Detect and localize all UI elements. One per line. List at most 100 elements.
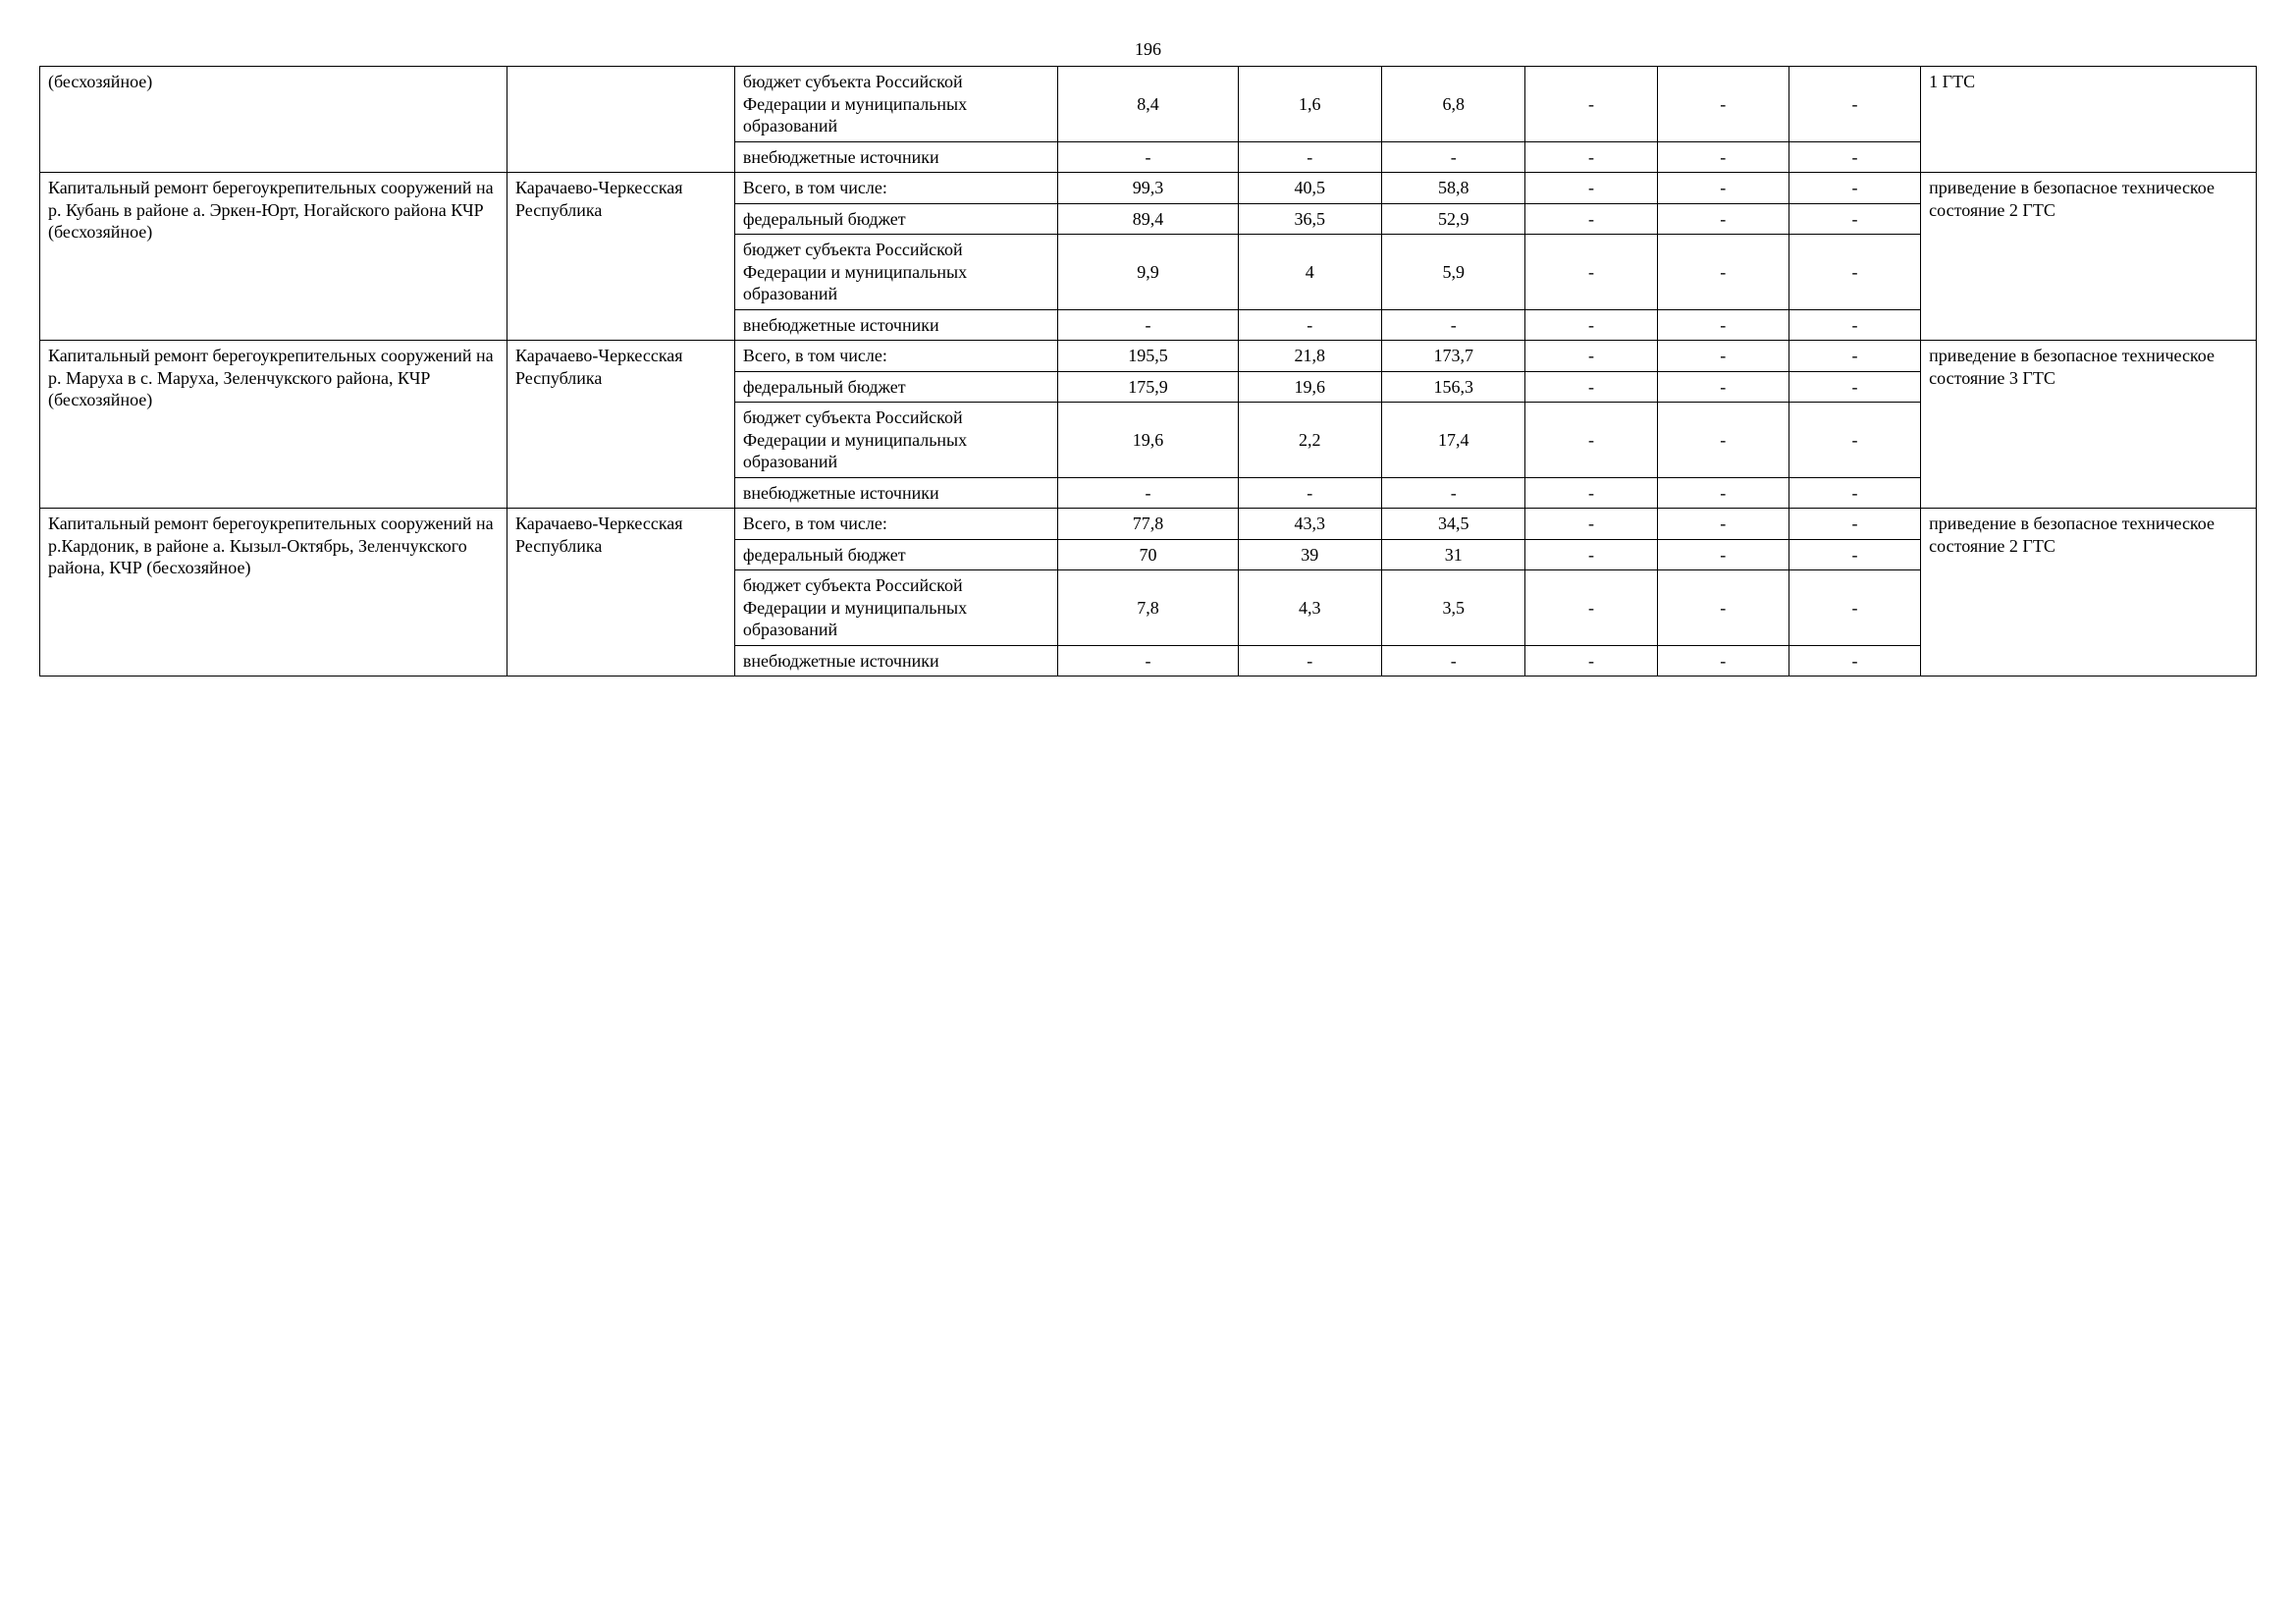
- cell-value: -: [1058, 309, 1238, 341]
- cell-value: -: [1381, 477, 1524, 509]
- cell-value: -: [1789, 477, 1920, 509]
- cell-value: 173,7: [1381, 341, 1524, 372]
- cell-value: -: [1789, 203, 1920, 235]
- cell-value: -: [1657, 539, 1789, 570]
- cell-value: 70: [1058, 539, 1238, 570]
- cell-region: Карачаево-Черкесская Республика: [507, 173, 735, 341]
- cell-value: -: [1789, 509, 1920, 540]
- cell-value: 21,8: [1238, 341, 1381, 372]
- cell-value: -: [1789, 173, 1920, 204]
- cell-source: внебюджетные источники: [734, 477, 1058, 509]
- table-row: Капитальный ремонт берегоукрепительных с…: [40, 509, 2257, 540]
- cell-value: -: [1657, 235, 1789, 310]
- cell-value: -: [1789, 141, 1920, 173]
- cell-value: -: [1789, 570, 1920, 646]
- cell-value: 9,9: [1058, 235, 1238, 310]
- cell-region: Карачаево-Черкесская Республика: [507, 509, 735, 677]
- cell-region: Карачаево-Черкесская Республика: [507, 341, 735, 509]
- cell-value: -: [1238, 477, 1381, 509]
- cell-value: -: [1657, 570, 1789, 646]
- cell-value: -: [1657, 403, 1789, 478]
- cell-value: -: [1525, 203, 1657, 235]
- cell-value: 31: [1381, 539, 1524, 570]
- cell-value: -: [1525, 403, 1657, 478]
- cell-value: 175,9: [1058, 371, 1238, 403]
- cell-value: 58,8: [1381, 173, 1524, 204]
- cell-value: 1,6: [1238, 67, 1381, 142]
- cell-result: 1 ГТС: [1921, 67, 2257, 173]
- cell-value: 52,9: [1381, 203, 1524, 235]
- cell-source: внебюджетные источники: [734, 645, 1058, 677]
- cell-source: бюджет субъекта Российской Федерации и м…: [734, 235, 1058, 310]
- cell-value: -: [1789, 67, 1920, 142]
- cell-result: приведение в безопасное техническое сост…: [1921, 509, 2257, 677]
- cell-result: приведение в безопасное техническое сост…: [1921, 341, 2257, 509]
- cell-value: -: [1789, 341, 1920, 372]
- budget-table: (бесхозяйное) бюджет субъекта Российской…: [39, 66, 2257, 677]
- cell-value: 40,5: [1238, 173, 1381, 204]
- cell-value: -: [1525, 235, 1657, 310]
- cell-value: 89,4: [1058, 203, 1238, 235]
- cell-value: 17,4: [1381, 403, 1524, 478]
- cell-value: -: [1789, 309, 1920, 341]
- cell-value: -: [1657, 371, 1789, 403]
- cell-source: Всего, в том числе:: [734, 173, 1058, 204]
- cell-description: Капитальный ремонт берегоукрепительных с…: [40, 341, 507, 509]
- cell-value: -: [1525, 539, 1657, 570]
- cell-description: Капитальный ремонт берегоукрепительных с…: [40, 509, 507, 677]
- cell-value: -: [1657, 141, 1789, 173]
- cell-value: -: [1525, 477, 1657, 509]
- cell-value: -: [1525, 570, 1657, 646]
- cell-value: -: [1525, 173, 1657, 204]
- cell-value: 195,5: [1058, 341, 1238, 372]
- cell-value: -: [1525, 141, 1657, 173]
- cell-value: 36,5: [1238, 203, 1381, 235]
- cell-region: [507, 67, 735, 173]
- cell-description: (бесхозяйное): [40, 67, 507, 173]
- cell-value: -: [1525, 371, 1657, 403]
- cell-value: -: [1657, 309, 1789, 341]
- cell-source: внебюджетные источники: [734, 141, 1058, 173]
- cell-value: -: [1789, 645, 1920, 677]
- cell-value: -: [1789, 403, 1920, 478]
- cell-value: -: [1525, 341, 1657, 372]
- cell-value: -: [1238, 141, 1381, 173]
- cell-value: -: [1058, 141, 1238, 173]
- cell-value: 77,8: [1058, 509, 1238, 540]
- cell-description: Капитальный ремонт берегоукрепительных с…: [40, 173, 507, 341]
- cell-source: Всего, в том числе:: [734, 341, 1058, 372]
- cell-value: -: [1058, 645, 1238, 677]
- cell-source: федеральный бюджет: [734, 371, 1058, 403]
- cell-value: -: [1525, 509, 1657, 540]
- cell-value: -: [1381, 309, 1524, 341]
- cell-value: 19,6: [1238, 371, 1381, 403]
- cell-value: 39: [1238, 539, 1381, 570]
- cell-value: 4,3: [1238, 570, 1381, 646]
- cell-value: 2,2: [1238, 403, 1381, 478]
- cell-value: -: [1525, 309, 1657, 341]
- cell-source: Всего, в том числе:: [734, 509, 1058, 540]
- cell-source: федеральный бюджет: [734, 203, 1058, 235]
- cell-value: -: [1657, 203, 1789, 235]
- cell-value: -: [1657, 67, 1789, 142]
- cell-value: 34,5: [1381, 509, 1524, 540]
- cell-value: -: [1238, 309, 1381, 341]
- cell-value: -: [1381, 645, 1524, 677]
- cell-value: 43,3: [1238, 509, 1381, 540]
- table-row: (бесхозяйное) бюджет субъекта Российской…: [40, 67, 2257, 142]
- table-row: Капитальный ремонт берегоукрепительных с…: [40, 173, 2257, 204]
- cell-value: 8,4: [1058, 67, 1238, 142]
- cell-value: 6,8: [1381, 67, 1524, 142]
- cell-value: 19,6: [1058, 403, 1238, 478]
- cell-value: -: [1789, 371, 1920, 403]
- cell-value: -: [1525, 645, 1657, 677]
- cell-value: -: [1657, 341, 1789, 372]
- cell-source: бюджет субъекта Российской Федерации и м…: [734, 67, 1058, 142]
- cell-value: -: [1789, 539, 1920, 570]
- cell-result: приведение в безопасное техническое сост…: [1921, 173, 2257, 341]
- cell-value: -: [1657, 645, 1789, 677]
- cell-value: 99,3: [1058, 173, 1238, 204]
- table-row: Капитальный ремонт берегоукрепительных с…: [40, 341, 2257, 372]
- cell-value: 3,5: [1381, 570, 1524, 646]
- cell-source: внебюджетные источники: [734, 309, 1058, 341]
